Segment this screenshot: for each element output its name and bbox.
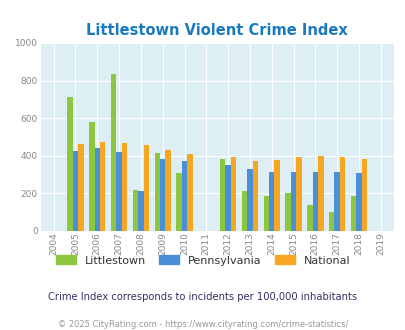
Bar: [350, 196, 355, 231]
Bar: [317, 156, 323, 231]
Bar: [328, 212, 334, 231]
Bar: [181, 161, 187, 231]
Bar: [296, 157, 301, 231]
Title: Littlestown Violent Crime Index: Littlestown Violent Crime Index: [86, 22, 347, 38]
Bar: [339, 157, 345, 231]
Bar: [252, 161, 258, 231]
Bar: [67, 97, 72, 231]
Bar: [225, 165, 230, 231]
Text: © 2025 CityRating.com - https://www.cityrating.com/crime-statistics/: © 2025 CityRating.com - https://www.city…: [58, 320, 347, 329]
Bar: [241, 191, 247, 231]
Legend: Littlestown, Pennsylvania, National: Littlestown, Pennsylvania, National: [51, 251, 354, 270]
Bar: [285, 193, 290, 231]
Bar: [263, 196, 269, 231]
Bar: [247, 169, 252, 231]
Bar: [290, 172, 296, 231]
Bar: [361, 159, 366, 231]
Bar: [312, 172, 317, 231]
Bar: [143, 146, 149, 231]
Bar: [154, 153, 160, 231]
Bar: [220, 159, 225, 231]
Bar: [116, 152, 121, 231]
Text: Crime Index corresponds to incidents per 100,000 inhabitants: Crime Index corresponds to incidents per…: [48, 292, 357, 302]
Bar: [122, 143, 127, 231]
Bar: [187, 154, 192, 231]
Bar: [355, 173, 361, 231]
Bar: [176, 173, 181, 231]
Bar: [94, 148, 100, 231]
Bar: [111, 74, 116, 231]
Bar: [165, 150, 171, 231]
Bar: [132, 190, 138, 231]
Bar: [100, 142, 105, 231]
Bar: [274, 160, 279, 231]
Bar: [160, 159, 165, 231]
Bar: [334, 172, 339, 231]
Bar: [269, 172, 274, 231]
Bar: [307, 205, 312, 231]
Bar: [138, 190, 143, 231]
Bar: [78, 144, 83, 231]
Bar: [230, 157, 236, 231]
Bar: [89, 122, 94, 231]
Bar: [72, 151, 78, 231]
